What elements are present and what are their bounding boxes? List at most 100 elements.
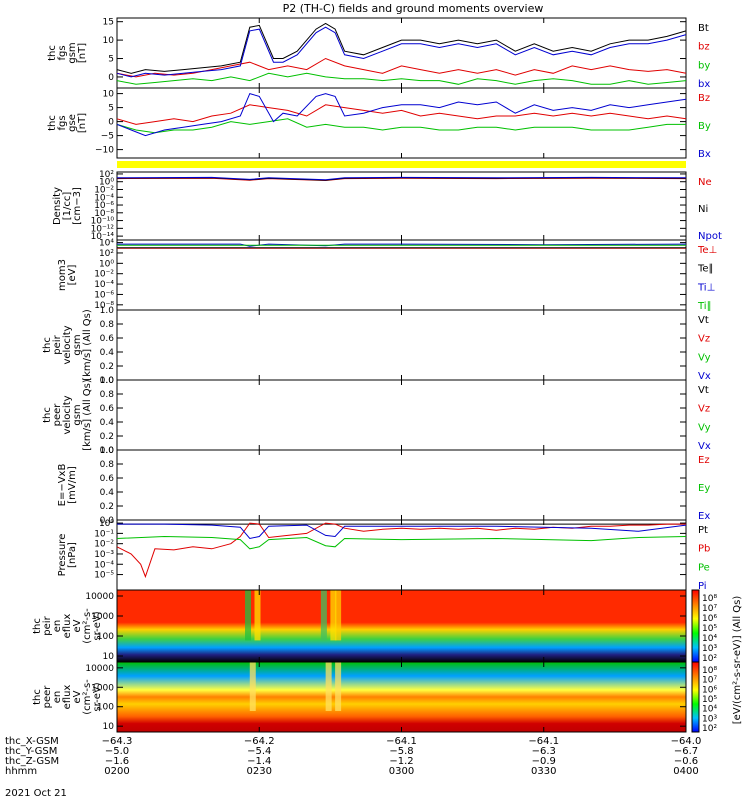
y-tick-label: 10⁻⁸ xyxy=(94,301,114,311)
y-tick-label: 5 xyxy=(108,55,114,65)
y-tick-label: −5 xyxy=(101,132,114,142)
y-axis-label: (cm²-s- xyxy=(82,608,93,644)
y-axis-label: eflux xyxy=(62,614,73,639)
legend-Vx: Vx xyxy=(698,371,711,382)
colorbar-tick: 10³ xyxy=(702,644,717,654)
legend-Bt: Bt xyxy=(698,23,709,34)
x-axis-value: 0200 xyxy=(104,766,129,777)
y-tick-label: 10 xyxy=(103,90,115,100)
y-tick-label: 1000 xyxy=(91,683,114,693)
legend-By: By xyxy=(698,121,711,132)
legend-Te⊥: Te⊥ xyxy=(697,245,717,256)
y-tick-label: 0.6 xyxy=(100,404,115,414)
y-axis-label: gse xyxy=(67,114,78,132)
y-axis-label: (cm²-s- xyxy=(82,679,93,715)
y-tick-label: 10⁴ xyxy=(99,239,114,249)
spectrogram-9 xyxy=(117,662,686,732)
legend-Vx: Vx xyxy=(698,441,711,452)
legend-bz: bz xyxy=(698,42,710,53)
y-axis-label: eV xyxy=(72,690,83,703)
x-axis-value: −1.6 xyxy=(105,756,129,767)
y-axis-label: [1/cc] xyxy=(62,192,73,221)
y-axis-label: [nT] xyxy=(77,113,88,133)
y-axis-label: sr-eV) xyxy=(92,611,103,640)
y-tick-label: 0.4 xyxy=(100,348,115,358)
series-Ne xyxy=(116,177,687,182)
y-tick-label: 10⁻² xyxy=(94,185,114,195)
spectrogram-streak-0 xyxy=(249,662,256,711)
y-axis-label: thc xyxy=(47,45,58,61)
legend-Pb: Pb xyxy=(698,544,710,555)
y-axis-label: Density xyxy=(52,187,63,225)
y-tick-label: 1.0 xyxy=(100,376,115,386)
series-Npot xyxy=(116,176,687,181)
legend-Vz: Vz xyxy=(698,334,710,345)
legend-Pe: Pe xyxy=(698,562,710,573)
series-Pb xyxy=(116,522,686,579)
y-tick-label: 10⁻⁶ xyxy=(94,201,114,211)
x-axis-value: −5.8 xyxy=(389,746,413,757)
spectrogram-streak-0 xyxy=(245,590,252,641)
spectrogram-8 xyxy=(117,590,686,662)
y-axis-label: mom3 xyxy=(57,259,68,291)
y-axis-label: gsm xyxy=(72,334,83,355)
y-tick-label: 10⁻¹ xyxy=(94,529,114,539)
y-tick-label: 0.8 xyxy=(100,320,115,330)
series-Pi xyxy=(117,523,687,540)
panel-peir-velocity: 1.0 0.8 0.6 0.4 0.2 0.0 thc peir velocity gsm [km/… xyxy=(42,306,711,386)
colorbar-strip xyxy=(691,661,700,733)
y-tick-label: 0.0 xyxy=(100,376,115,386)
y-axis-label: [mV/m] xyxy=(67,466,78,504)
y-axis-label: peir xyxy=(42,615,53,635)
plot-title: P2 (TH-C) fields and ground moments over… xyxy=(283,2,544,15)
colorbar-tick: 10⁴ xyxy=(702,634,717,644)
y-axis-label: thc xyxy=(32,689,43,705)
y-tick-label: 10⁻¹² xyxy=(91,224,115,234)
y-tick-label: 10⁻⁶ xyxy=(94,290,114,300)
panel-efield: 1.0 0.8 0.6 0.4 0.2 0.0 E=−VxB [mV/m] Ez Ey Ex xyxy=(57,446,710,526)
y-tick-label: 5 xyxy=(108,104,114,114)
y-tick-label: 10⁻⁸ xyxy=(94,209,114,219)
legend-Ti⊥: Ti⊥ xyxy=(697,282,715,293)
y-axis-label: peer xyxy=(52,403,63,427)
x-axis-row-label: thc_Z-GSM xyxy=(5,756,59,767)
series-Bx xyxy=(116,92,687,137)
legend-Ne: Ne xyxy=(698,177,712,188)
panel-peer-velocity: 1.0 0.8 0.6 0.4 0.2 0.0 thc peer velocity gsm [km/… xyxy=(42,376,711,456)
y-tick-label: 10⁻⁴ xyxy=(94,193,114,203)
y-tick-label: 0.6 xyxy=(100,474,115,484)
y-tick-label: 10000 xyxy=(85,664,114,674)
panel-frame xyxy=(116,519,687,591)
colorbar-tick: 10⁵ xyxy=(702,695,717,705)
y-axis-label: en xyxy=(52,691,63,704)
y-axis-label: en xyxy=(52,620,63,633)
y-tick-label: 100 xyxy=(97,703,114,713)
y-tick-label: 0.4 xyxy=(100,418,115,428)
y-tick-label: 10⁻² xyxy=(94,270,114,280)
x-axis-value: −64.1 xyxy=(528,736,559,747)
yellow-status-bar xyxy=(117,161,686,168)
y-tick-label: 10⁻³ xyxy=(94,550,114,560)
y-tick-label: 1.0 xyxy=(100,306,115,316)
panel-frame xyxy=(116,309,687,381)
spectrogram-streak-2 xyxy=(335,662,342,711)
panel-frame xyxy=(116,87,687,159)
y-tick-label: 10⁰ xyxy=(99,519,114,529)
y-axis-label: sr-eV) xyxy=(92,682,103,711)
x-axis-row-label: hhmm xyxy=(5,766,37,777)
colorbar-tick: 10³ xyxy=(702,714,717,724)
y-axis-label: thc xyxy=(42,337,53,353)
panel-frame xyxy=(116,239,687,311)
legend-Vy: Vy xyxy=(698,422,711,433)
x-axis-value: 0300 xyxy=(389,766,414,777)
y-tick-label: 10 xyxy=(103,36,115,46)
y-tick-label: 1000 xyxy=(91,612,114,622)
panel-frame xyxy=(116,379,687,451)
x-axis-value: −1.4 xyxy=(247,756,271,767)
colorbar-tick: 10⁸ xyxy=(702,594,717,604)
y-tick-label: 15 xyxy=(103,18,114,28)
